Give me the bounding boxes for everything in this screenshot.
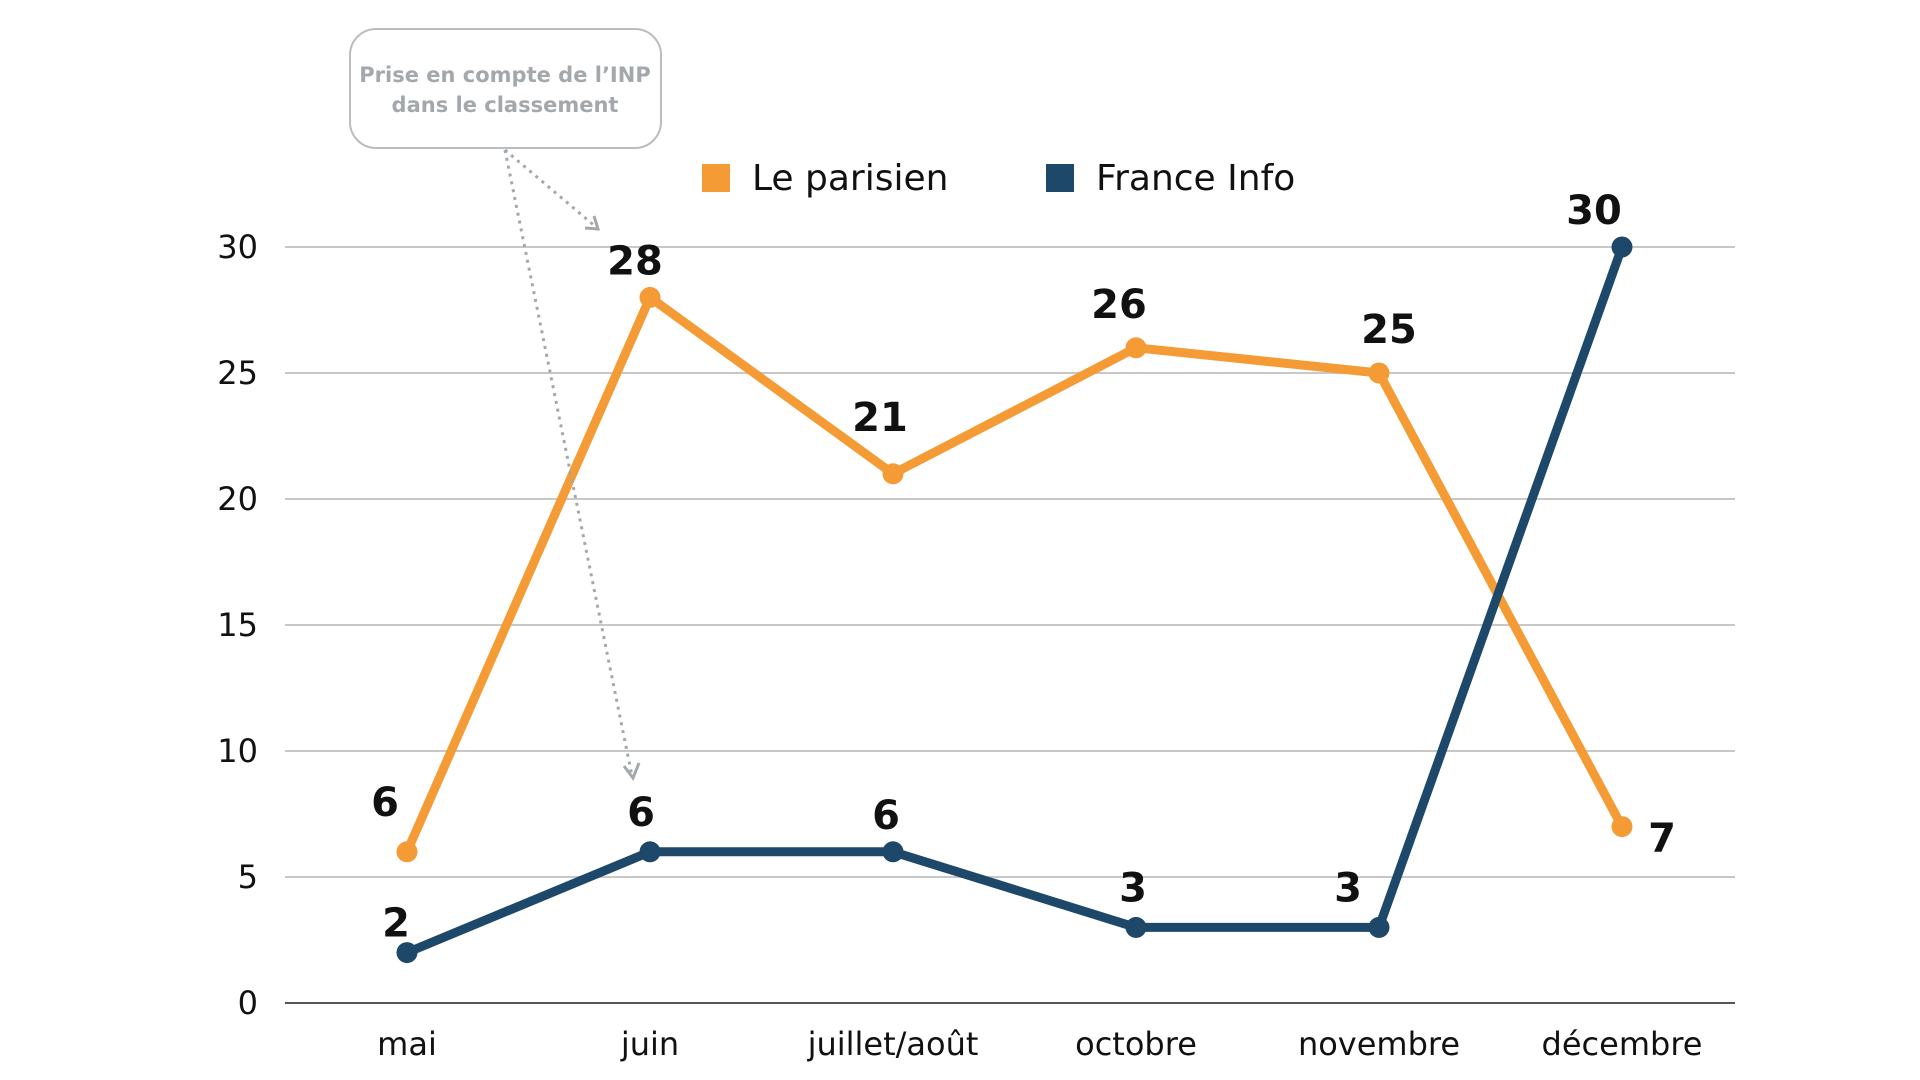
y-tick-label-10: 10 [217,732,258,770]
data-label-france-info-decembre: 30 [1566,188,1622,234]
legend: Le parisien France Info [702,158,1295,199]
annotation-arrow-france-info [503,149,634,777]
y-tick-label-0: 0 [238,984,258,1022]
data-label-le-parisien-decembre: 7 [1648,816,1676,862]
x-tick-label-octobre: octobre [1075,1025,1197,1063]
point-france-info-juillet-aout [882,841,904,863]
point-le-parisien-juin [639,286,661,308]
series-line-le-parisien [402,292,1627,857]
point-le-parisien-mai [396,841,418,863]
y-tick-label-15: 15 [217,606,258,644]
data-label-france-info-juin: 6 [627,790,655,836]
x-tick-label-juillet-aout: juillet/août [807,1025,979,1063]
x-tick-label-novembre: novembre [1298,1025,1460,1063]
grid [285,246,1735,878]
data-label-le-parisien-octobre: 26 [1091,282,1147,328]
y-tick-label-30: 30 [217,228,258,266]
data-label-france-info-mai: 2 [382,901,410,947]
y-tick-label-5: 5 [238,858,258,896]
data-label-france-info-juillet-aout: 6 [872,793,900,839]
series-group [396,236,1633,964]
x-axis: mai juin juillet/août octobre novembre décemb… [377,1025,1702,1063]
legend-label-le-parisien: Le parisien [752,158,948,199]
legend-item-le-parisien: Le parisien [702,158,948,199]
legend-swatch-france-info [1046,164,1074,192]
point-france-info-octobre [1125,916,1147,938]
y-tick-label-20: 20 [217,480,258,518]
data-label-le-parisien-novembre: 25 [1361,307,1417,353]
point-le-parisien-juillet-aout [882,463,904,485]
x-tick-label-decembre: décembre [1542,1025,1703,1063]
point-le-parisien-novembre [1368,362,1390,384]
y-tick-label-25: 25 [217,354,258,392]
annotation-arrowhead-le-parisien [584,215,601,231]
annotation-line-1: Prise en compte de l’INP [359,63,650,87]
legend-item-france-info: France Info [1046,158,1295,199]
point-le-parisien-octobre [1125,337,1147,359]
x-tick-label-mai: mai [377,1025,437,1063]
point-france-info-juin [639,841,661,863]
point-france-info-novembre [1368,916,1390,938]
legend-swatch-le-parisien [702,164,730,192]
data-label-le-parisien-mai: 6 [371,780,399,826]
legend-label-france-info: France Info [1096,158,1295,199]
annotation-arrowhead-france-info [622,762,641,782]
annotation-box [349,28,662,149]
data-label-france-info-octobre: 3 [1119,865,1147,911]
series-line-france-info [402,242,1627,958]
point-le-parisien-decembre [1611,816,1633,838]
y-axis: 0 5 10 15 20 25 30 [217,228,258,1022]
point-france-info-decembre [1611,236,1633,258]
data-label-le-parisien-juin: 28 [607,238,663,284]
annotation-line-2: dans le classement [392,93,619,117]
x-tick-label-juin: juin [620,1025,679,1063]
series-france-info [396,236,1633,964]
data-label-france-info-novembre: 3 [1334,865,1362,911]
series-le-parisien [396,286,1633,863]
data-label-le-parisien-juillet-aout: 21 [852,395,908,441]
annotation: Prise en compte de l’INP dans le classem… [349,28,662,782]
point-france-info-mai [396,942,418,964]
